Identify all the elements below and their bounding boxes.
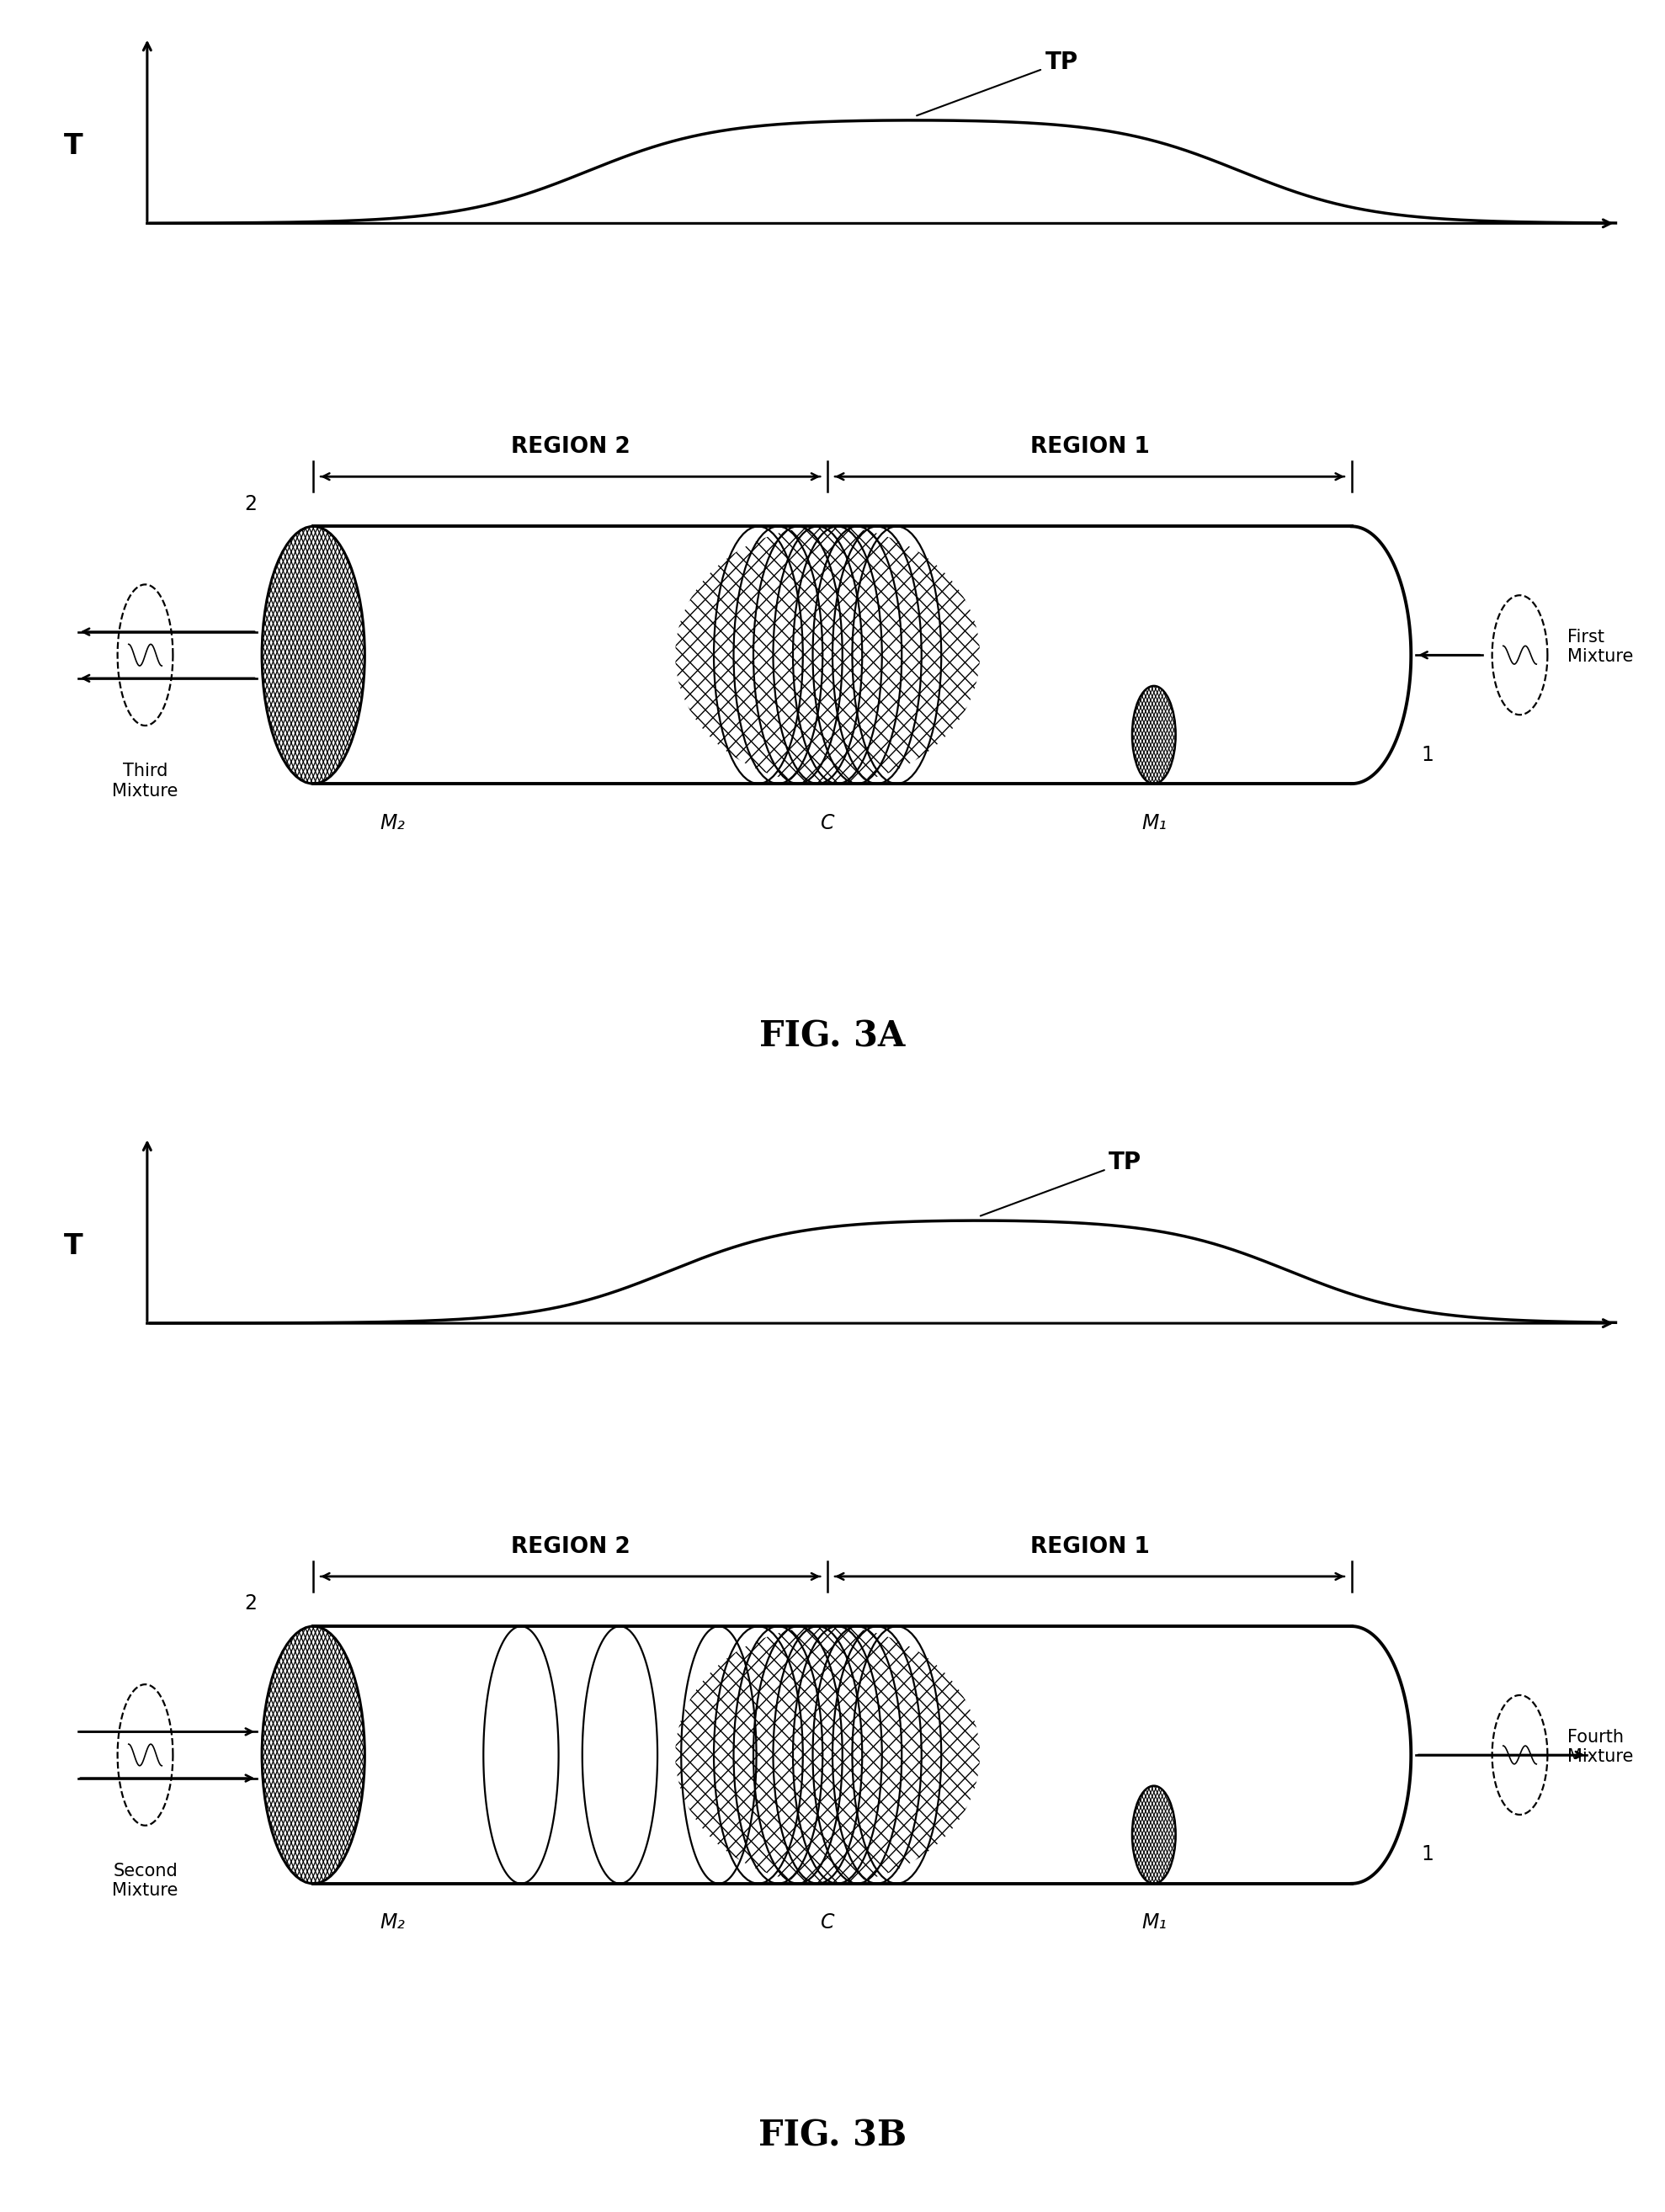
Text: Second
Mixture: Second Mixture (112, 1863, 178, 1900)
Text: M₁: M₁ (1141, 1913, 1167, 1933)
Text: First
Mixture: First Mixture (1567, 628, 1633, 666)
Text: REGION 1: REGION 1 (1031, 1537, 1149, 1557)
Text: REGION 2: REGION 2 (511, 1537, 629, 1557)
Text: Fourth
Mixture: Fourth Mixture (1567, 1728, 1633, 1765)
Text: M₁: M₁ (1141, 812, 1167, 834)
Text: T: T (65, 133, 83, 159)
Text: 1: 1 (1420, 745, 1434, 765)
Text: TP: TP (981, 1150, 1142, 1217)
Text: M₂: M₂ (380, 812, 405, 834)
Text: TP: TP (917, 51, 1077, 115)
Text: FIG. 3A: FIG. 3A (759, 1020, 906, 1055)
Text: T: T (65, 1232, 83, 1261)
Text: 1: 1 (1420, 1845, 1434, 1865)
Text: Third
Mixture: Third Mixture (112, 763, 178, 799)
Text: REGION 2: REGION 2 (511, 436, 629, 458)
Text: REGION 1: REGION 1 (1031, 436, 1149, 458)
Text: C: C (821, 1913, 834, 1933)
Text: 2: 2 (245, 493, 256, 513)
Text: C: C (821, 812, 834, 834)
Text: FIG. 3B: FIG. 3B (758, 2119, 907, 2154)
Text: 2: 2 (245, 1593, 256, 1615)
Text: M₂: M₂ (380, 1913, 405, 1933)
